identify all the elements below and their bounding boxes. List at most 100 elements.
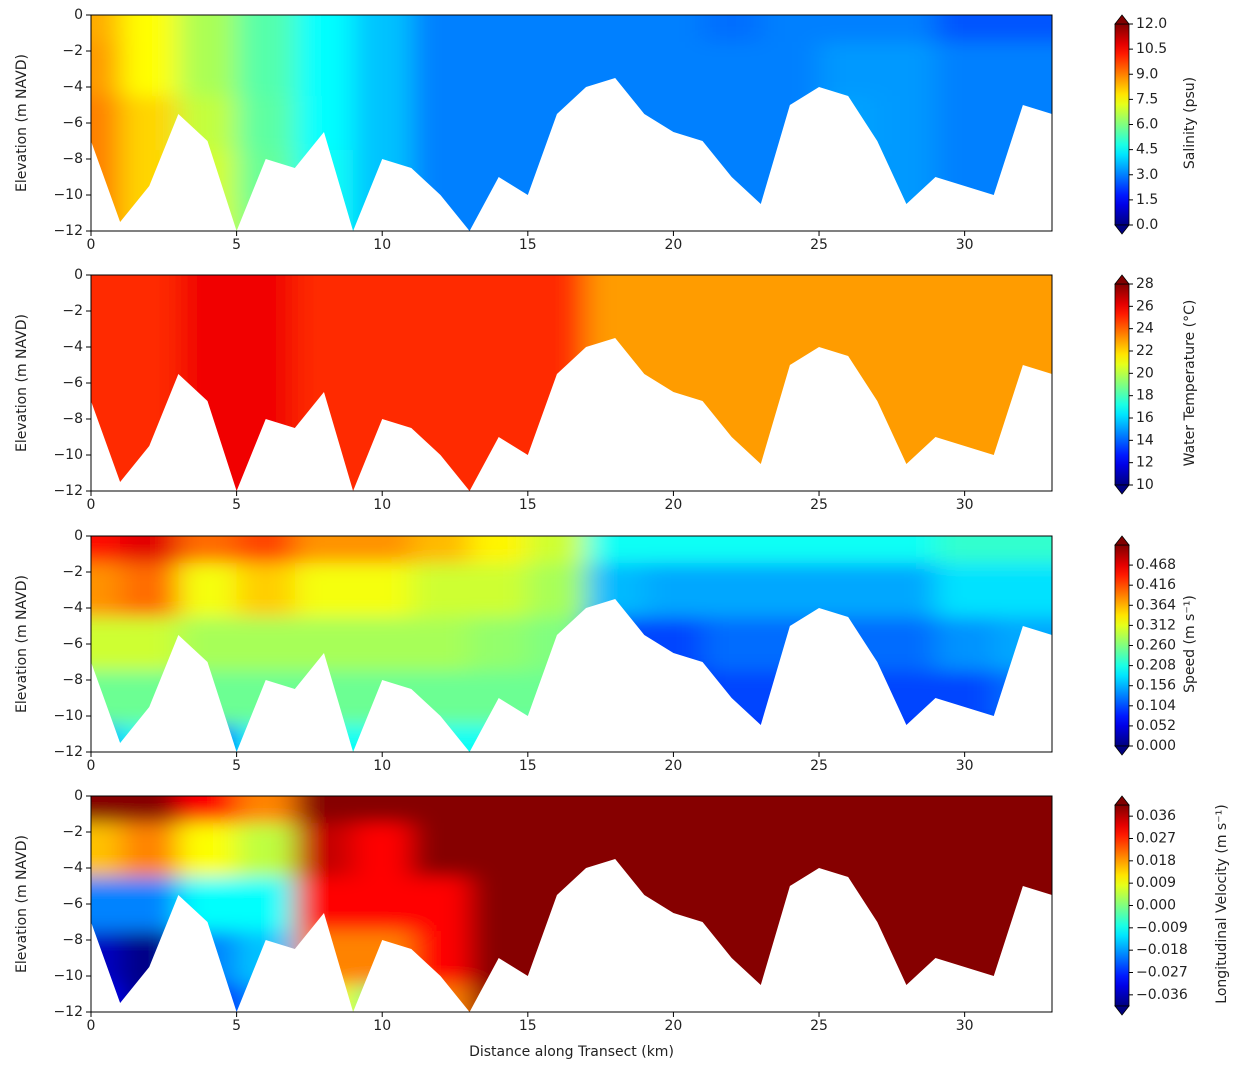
field-cell bbox=[935, 302, 995, 357]
colorbar-tick-label: 12.0 bbox=[1136, 16, 1167, 32]
colorbar-tick-label: 7.5 bbox=[1136, 91, 1158, 107]
colorbar-tick-label: 0.052 bbox=[1136, 718, 1176, 734]
field-cell bbox=[760, 15, 820, 43]
y-tick-label: −4 bbox=[62, 600, 83, 616]
colorbar-extend-bottom bbox=[1114, 224, 1130, 235]
colorbar bbox=[1114, 544, 1130, 747]
x-tick-label: 5 bbox=[232, 497, 241, 513]
field-cell bbox=[702, 275, 762, 303]
field-cell bbox=[877, 42, 937, 97]
field-cell bbox=[702, 302, 762, 357]
colorbar-tick-label: −0.027 bbox=[1136, 965, 1188, 981]
y-tick-label: −4 bbox=[62, 339, 83, 355]
colorbar-extend-bottom bbox=[1114, 745, 1130, 756]
field-cell bbox=[702, 96, 762, 151]
colorbar-label: Water Temperature (°C) bbox=[1182, 300, 1198, 467]
plot-area bbox=[91, 275, 1052, 491]
field-cell bbox=[236, 15, 296, 43]
field-cell bbox=[993, 275, 1052, 303]
x-tick-label: 10 bbox=[373, 497, 391, 513]
y-tick-label: 0 bbox=[74, 528, 83, 544]
field-cell bbox=[469, 356, 529, 411]
field-cell bbox=[353, 617, 412, 672]
colorbar-tick-label: 10 bbox=[1136, 477, 1154, 493]
field-cell bbox=[819, 275, 878, 303]
field-cell bbox=[469, 96, 529, 151]
field-cell bbox=[178, 275, 238, 303]
colorbar-tick-label: 9.0 bbox=[1136, 66, 1158, 82]
field-cell bbox=[527, 563, 587, 618]
x-tick-label: 5 bbox=[232, 1018, 241, 1034]
y-tick-label: −2 bbox=[62, 303, 83, 319]
field-cell bbox=[586, 536, 645, 564]
field-cell bbox=[294, 42, 354, 97]
y-axis-label: Elevation (m NAVD) bbox=[14, 835, 30, 973]
field-cell bbox=[236, 302, 296, 357]
field-cell bbox=[411, 356, 471, 411]
y-tick-label: −8 bbox=[62, 932, 83, 948]
field-cell bbox=[935, 877, 995, 932]
field-cell bbox=[236, 796, 296, 824]
field-cell bbox=[527, 536, 587, 564]
colorbar-tick-label: 24 bbox=[1136, 321, 1154, 337]
colorbar-tick-label: 0.468 bbox=[1136, 557, 1176, 573]
colorbar-tick-label: 0.009 bbox=[1136, 875, 1176, 891]
field-cell bbox=[178, 42, 238, 97]
field-cell bbox=[469, 536, 529, 564]
field-cell bbox=[644, 42, 704, 97]
field-cell bbox=[935, 356, 995, 411]
field-cell bbox=[469, 823, 529, 878]
x-tick-label: 30 bbox=[956, 237, 974, 253]
colorbar-tick-label: 0.416 bbox=[1136, 577, 1176, 593]
field-cell bbox=[935, 275, 995, 303]
field-cell bbox=[411, 823, 471, 878]
y-tick-label: −8 bbox=[62, 411, 83, 427]
field-cell bbox=[702, 563, 762, 618]
field-cell bbox=[91, 796, 121, 824]
x-tick-label: 10 bbox=[373, 1018, 391, 1034]
y-tick-label: −2 bbox=[62, 564, 83, 580]
field-cell bbox=[120, 536, 179, 564]
field-cell bbox=[294, 796, 354, 824]
y-tick-label: −12 bbox=[53, 223, 83, 239]
field-cell bbox=[353, 15, 412, 43]
colorbar-tick-label: 6.0 bbox=[1136, 117, 1158, 133]
field-cell bbox=[702, 796, 762, 824]
x-tick-label: 25 bbox=[810, 758, 828, 774]
field-cell bbox=[469, 15, 529, 43]
field-cell bbox=[91, 536, 121, 564]
colorbar-tick-label: 0.208 bbox=[1136, 658, 1176, 674]
field-cell bbox=[353, 356, 412, 411]
field-cell bbox=[877, 796, 937, 824]
field-cell bbox=[993, 302, 1052, 357]
y-tick-label: −10 bbox=[53, 447, 83, 463]
field-cell bbox=[993, 536, 1052, 564]
x-tick-label: 15 bbox=[519, 758, 537, 774]
colorbar-tick-label: −0.036 bbox=[1136, 987, 1188, 1003]
field-cell bbox=[877, 275, 937, 303]
field-cell bbox=[586, 796, 645, 824]
field-cell bbox=[935, 563, 995, 618]
field-cell bbox=[236, 877, 296, 932]
field-cell bbox=[877, 823, 937, 878]
field-cell bbox=[178, 536, 238, 564]
field-cell bbox=[91, 563, 121, 618]
field-cell bbox=[644, 823, 704, 878]
y-tick-label: −12 bbox=[53, 483, 83, 499]
field-cell bbox=[236, 563, 296, 618]
field-cell bbox=[411, 96, 471, 151]
field-cell bbox=[993, 15, 1052, 43]
y-tick-label: −6 bbox=[62, 896, 83, 912]
y-tick-label: 0 bbox=[74, 267, 83, 283]
field-cell bbox=[91, 42, 121, 97]
field-cell bbox=[236, 96, 296, 151]
field-cell bbox=[353, 536, 412, 564]
colorbar-extend-top bbox=[1114, 535, 1130, 546]
field-cell bbox=[527, 796, 587, 824]
field-cell bbox=[702, 356, 762, 411]
field-cell bbox=[294, 563, 354, 618]
colorbar bbox=[1114, 23, 1130, 226]
field-cell bbox=[702, 15, 762, 43]
field-cell bbox=[935, 796, 995, 824]
